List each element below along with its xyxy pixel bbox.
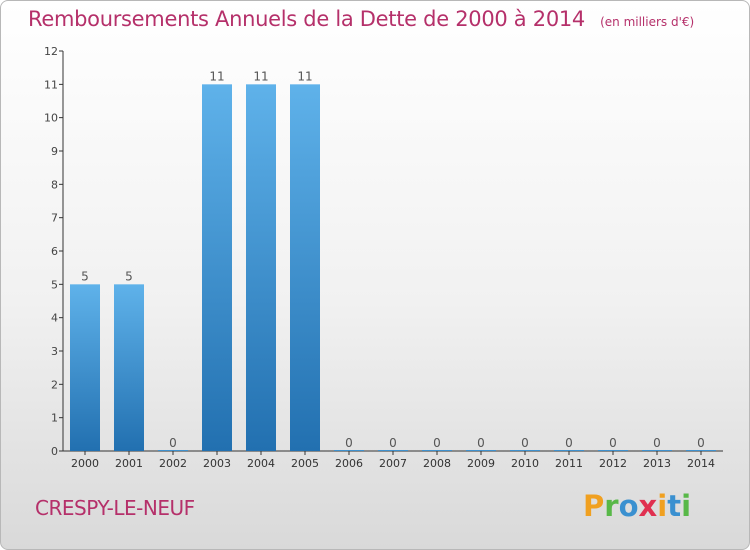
y-tick-label: 11: [44, 78, 58, 91]
x-tick-label: 2000: [71, 457, 99, 470]
bar: [202, 84, 232, 451]
y-tick-label: 8: [51, 178, 58, 191]
x-tick-label: 2006: [335, 457, 363, 470]
bar: [246, 84, 276, 451]
y-tick-label: 0: [51, 445, 58, 458]
bar: [510, 450, 540, 451]
bar: [290, 84, 320, 451]
y-tick-label: 6: [51, 245, 58, 258]
data-label: 0: [389, 436, 397, 450]
bar: [466, 450, 496, 451]
bar: [114, 284, 144, 451]
data-label: 11: [297, 69, 312, 83]
data-label: 0: [345, 436, 353, 450]
chart-unit: (en milliers d'€): [600, 15, 695, 29]
x-tick-label: 2011: [555, 457, 583, 470]
data-label: 11: [253, 69, 268, 83]
data-labels: 5 5 0 11 11 11 0 0 0 0 0 0 0 0 0: [81, 69, 705, 450]
data-label: 0: [521, 436, 529, 450]
bar: [158, 450, 188, 451]
x-tick-label: 2005: [291, 457, 319, 470]
x-tick-label: 2013: [643, 457, 671, 470]
x-tick-label: 2002: [159, 457, 187, 470]
bar: [70, 284, 100, 451]
chart-title: Remboursements Annuels de la Dette de 20…: [28, 7, 585, 31]
bar: [598, 450, 628, 451]
x-tick-label: 2003: [203, 457, 231, 470]
y-tick-label: 12: [44, 45, 58, 58]
y-tick-label: 4: [51, 312, 58, 325]
x-tick-label: 2001: [115, 457, 143, 470]
data-label: 0: [609, 436, 617, 450]
x-tick-label: 2004: [247, 457, 275, 470]
bar: [422, 450, 452, 451]
x-tick-label: 2014: [687, 457, 715, 470]
bar: [334, 450, 364, 451]
data-label: 5: [125, 269, 133, 283]
bar: [686, 450, 716, 451]
y-tick-label: 2: [51, 378, 58, 391]
y-tick-label: 1: [51, 412, 58, 425]
y-tick-label: 9: [51, 145, 58, 158]
x-tick-label: 2010: [511, 457, 539, 470]
x-tick-label: 2009: [467, 457, 495, 470]
commune-name: CRESPY-LE-NEUF: [35, 496, 195, 520]
y-tick-label: 7: [51, 212, 58, 225]
x-tick-label: 2008: [423, 457, 451, 470]
y-tick-label: 3: [51, 345, 58, 358]
data-label: 0: [565, 436, 573, 450]
bar: [554, 450, 584, 451]
bars: [70, 84, 716, 451]
data-label: 0: [433, 436, 441, 450]
y-tick-label: 10: [44, 112, 58, 125]
data-label: 0: [697, 436, 705, 450]
bar: [642, 450, 672, 451]
bar: [378, 450, 408, 451]
data-label: 0: [653, 436, 661, 450]
data-label: 0: [169, 436, 177, 450]
data-label: 5: [81, 269, 89, 283]
x-tick-label: 2012: [599, 457, 627, 470]
chart-header: Remboursements Annuels de la Dette de 20…: [28, 7, 694, 31]
x-tick-label: 2007: [379, 457, 407, 470]
y-tick-label: 5: [51, 278, 58, 291]
proxiti-logo: Proxiti: [583, 489, 692, 523]
data-label: 11: [209, 69, 224, 83]
data-label: 0: [477, 436, 485, 450]
